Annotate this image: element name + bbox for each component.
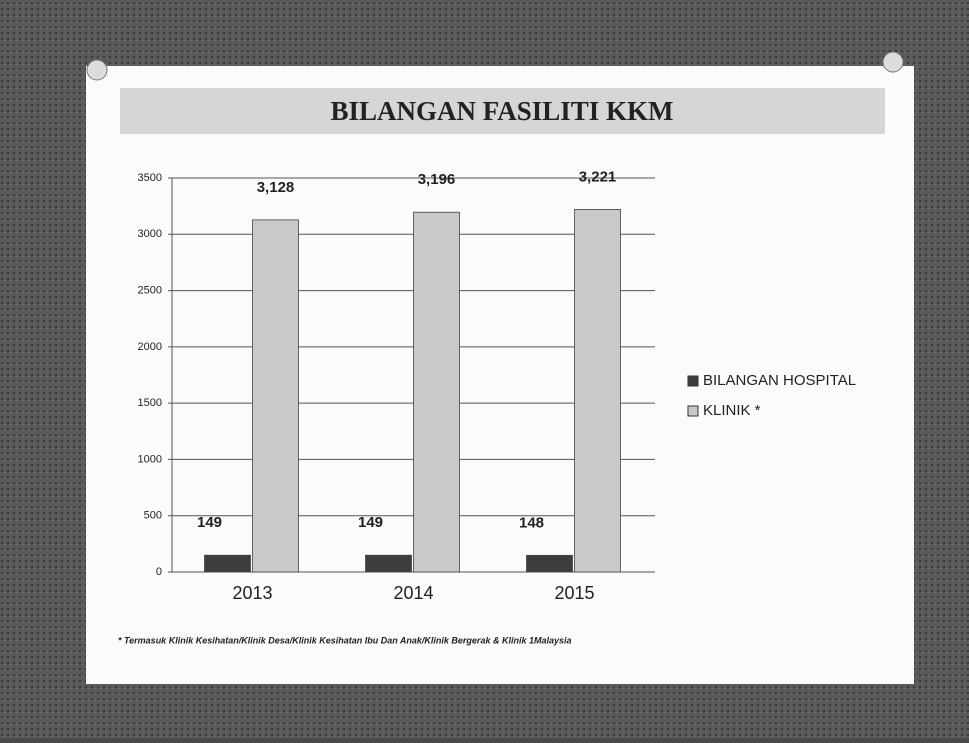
x-tick-label: 2014 [393,583,433,603]
bar [575,209,621,572]
bar [527,555,573,572]
pin [87,60,107,80]
pin [883,52,903,72]
data-label: 3,196 [418,171,456,188]
legend-label: BILANGAN HOSPITAL [703,372,856,389]
y-tick-label: 3500 [138,172,162,184]
footnote: * Termasuk Klinik Kesihatan/Klinik Desa/… [118,635,572,645]
legend-label: KLINIK * [703,402,761,419]
y-tick-label: 2500 [138,284,162,296]
y-tick-label: 0 [156,566,162,578]
data-label: 3,128 [257,179,295,196]
y-tick-label: 1000 [138,453,162,465]
page: BILANGAN FASILITI KKM * Termasuk Klinik … [0,0,969,738]
legend-swatch [688,376,698,386]
y-tick-label: 3000 [138,228,162,240]
chart-title: BILANGAN FASILITI KKM [330,96,673,126]
bar [253,220,299,572]
bar [414,212,460,572]
y-tick-label: 1500 [138,397,162,409]
data-label: 148 [519,514,544,531]
data-label: 3,221 [579,168,617,185]
bar [366,555,412,572]
data-label: 149 [358,514,383,531]
x-tick-label: 2015 [554,583,594,603]
y-tick-label: 500 [144,510,162,522]
x-tick-label: 2013 [232,583,272,603]
y-tick-label: 2000 [138,341,162,353]
legend-swatch [688,406,698,416]
chart: BILANGAN FASILITI KKM * Termasuk Klinik … [0,0,969,738]
bar [205,555,251,572]
data-label: 149 [197,514,222,531]
